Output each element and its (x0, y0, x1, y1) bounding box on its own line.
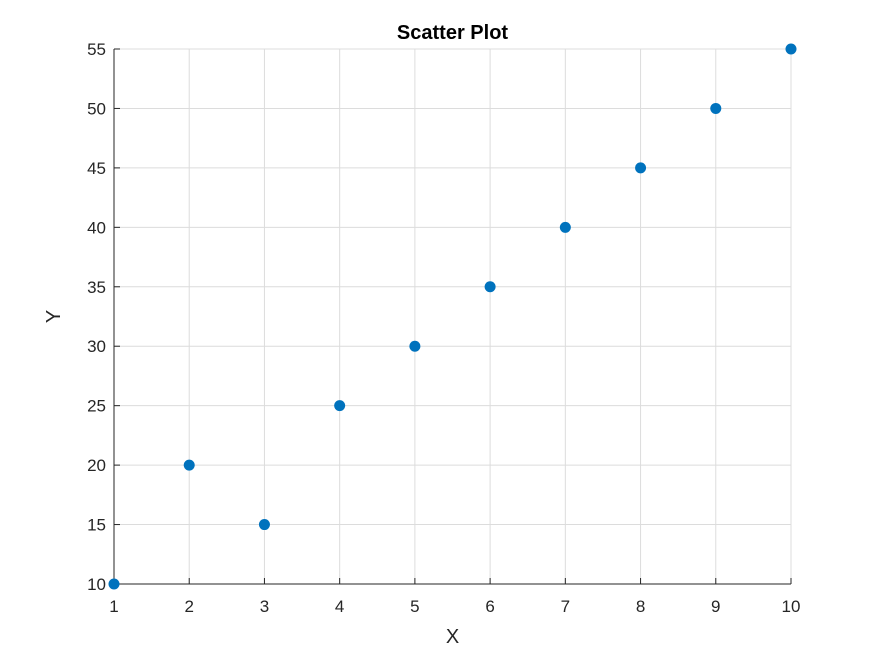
y-tick-label: 15 (87, 516, 106, 535)
x-tick-label: 3 (260, 597, 269, 616)
data-point (635, 162, 647, 174)
data-point (409, 340, 421, 352)
y-tick-label: 10 (87, 575, 106, 594)
x-tick-label: 2 (184, 597, 193, 616)
data-point (484, 281, 496, 293)
y-tick-label: 30 (87, 337, 106, 356)
x-tick-label: 5 (410, 597, 419, 616)
data-point (334, 400, 346, 412)
y-tick-label: 20 (87, 456, 106, 475)
data-point (183, 459, 195, 471)
data-points (108, 43, 797, 590)
y-axis-label: Y (43, 310, 65, 323)
x-tick-label: 10 (782, 597, 801, 616)
x-tick-label: 8 (636, 597, 645, 616)
data-point (785, 43, 797, 55)
data-point (108, 578, 120, 590)
x-tick-label: 6 (485, 597, 494, 616)
x-tick-label: 1 (109, 597, 118, 616)
axes (113, 48, 792, 585)
y-tick-label: 40 (87, 218, 106, 237)
chart-title: Scatter Plot (397, 22, 508, 44)
data-point (559, 221, 571, 233)
y-tick-label: 50 (87, 99, 106, 118)
y-tick-label: 45 (87, 159, 106, 178)
x-tick-label: 7 (561, 597, 570, 616)
x-axis-label: X (446, 626, 459, 648)
data-point (258, 519, 270, 531)
y-tick-label: 55 (87, 40, 106, 59)
x-tick-label: 9 (711, 597, 720, 616)
data-point (710, 102, 722, 114)
y-tick-label: 35 (87, 278, 106, 297)
y-tick-label: 25 (87, 397, 106, 416)
grid (113, 48, 792, 585)
x-tick-label: 4 (335, 597, 344, 616)
